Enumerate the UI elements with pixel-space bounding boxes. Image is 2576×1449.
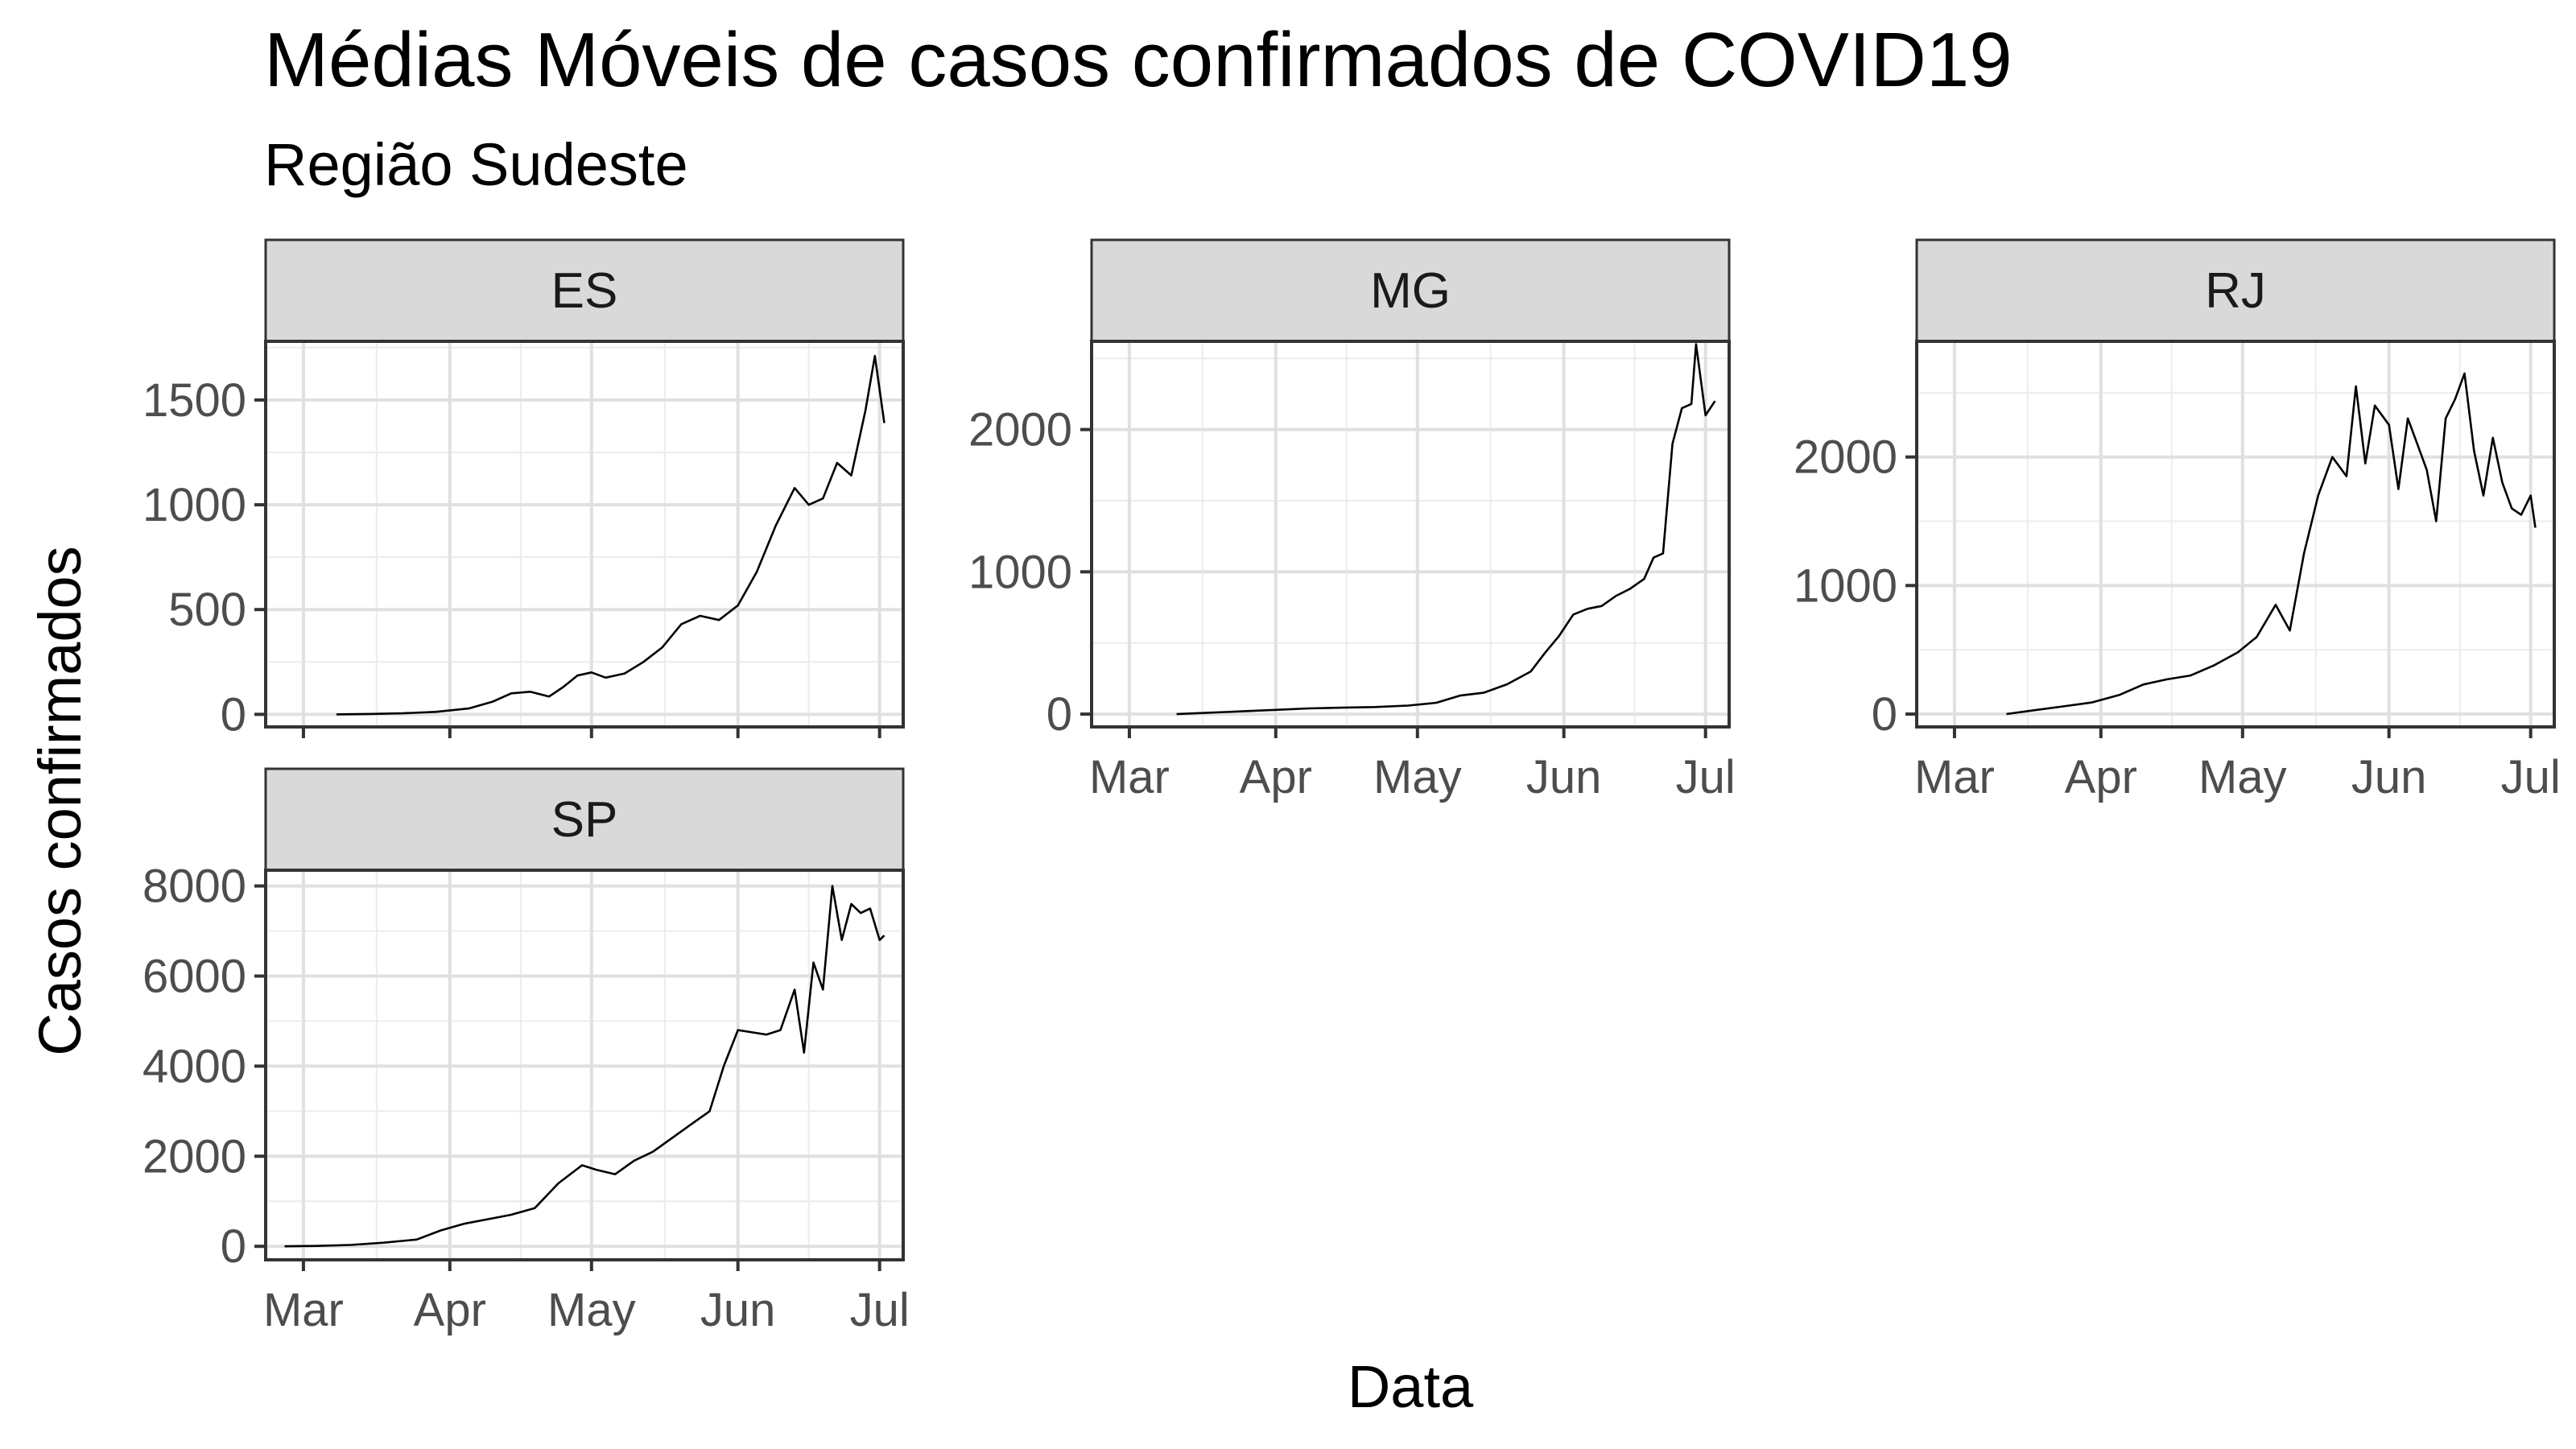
x-tick-label: May [547, 1284, 636, 1336]
panel-sp: SP 0 2000 4000 6000 8000 Mar Apr May Jun Jul [142, 767, 910, 1336]
x-tick-label: Jun [1526, 751, 1602, 803]
y-tick-label: 0 [1872, 688, 1897, 741]
y-tick-label: 0 [221, 688, 246, 741]
x-tick-label: Jul [1676, 751, 1736, 803]
series-line-es [336, 354, 886, 716]
y-tick-label: 1000 [1794, 559, 1897, 612]
facet-label: ES [551, 263, 618, 319]
facet-label: SP [551, 792, 618, 848]
panel-background [1092, 341, 1729, 727]
panel-border [1915, 340, 2556, 729]
facet-label: RJ [2205, 263, 2266, 319]
y-tick-label: 4000 [142, 1040, 246, 1092]
y-tick-label: 1500 [142, 374, 246, 427]
panel-border [1090, 340, 1731, 729]
x-tick-label: May [1373, 751, 1462, 803]
y-tick-label: 8000 [142, 861, 246, 913]
y-tick-label: 6000 [142, 950, 246, 1002]
x-tick-label: May [2198, 751, 2287, 803]
series-line-rj [2006, 372, 2537, 716]
x-tick-label: Jun [700, 1284, 776, 1336]
x-tick-label: Mar [1089, 751, 1170, 803]
x-axis-title: Data [1348, 1353, 1474, 1420]
x-tick-label: Apr [1240, 751, 1312, 803]
chart-title: Médias Móveis de casos confirmados de CO… [264, 17, 2013, 103]
panel-es: ES 0 500 1000 1500 [142, 238, 905, 741]
y-tick-label: 0 [221, 1220, 246, 1273]
panel-border [264, 340, 905, 729]
y-tick-label: 0 [1046, 688, 1072, 741]
y-tick-label: 2000 [968, 404, 1072, 456]
chart-subtitle: Região Sudeste [264, 131, 688, 198]
y-tick-label: 1000 [968, 546, 1072, 598]
series-line-mg [1176, 343, 1716, 716]
x-tick-label: Apr [2065, 751, 2137, 803]
y-axis-title: Casos confirmados [27, 546, 93, 1055]
panel-background [1917, 341, 2554, 727]
x-tick-label: Apr [414, 1284, 486, 1336]
y-tick-label: 2000 [1794, 431, 1897, 484]
facet-strip [264, 767, 905, 872]
x-tick-label: Mar [263, 1284, 344, 1336]
facet-label: MG [1370, 263, 1451, 319]
x-tick-label: Jul [850, 1284, 910, 1336]
x-tick-label: Jul [2501, 751, 2561, 803]
x-tick-label: Mar [1914, 751, 1995, 803]
y-tick-label: 2000 [142, 1130, 246, 1183]
series-line-sp [284, 885, 886, 1248]
y-tick-label: 1000 [142, 479, 246, 531]
y-tick-label: 500 [168, 584, 246, 636]
panel-rj: RJ 0 1000 2000 Mar Apr May Jun Jul [1794, 238, 2561, 803]
panel-mg: MG 0 1000 2000 Mar Apr May Jun Jul [968, 238, 1736, 803]
facet-strip [1915, 238, 2556, 343]
x-tick-label: Jun [2351, 751, 2427, 803]
